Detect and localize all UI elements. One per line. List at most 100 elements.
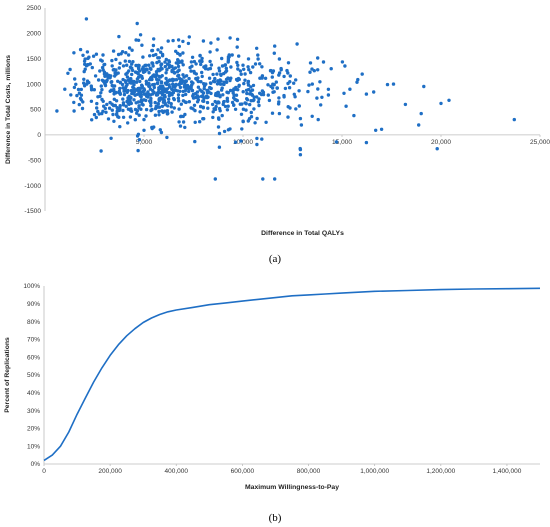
scatter-point (105, 102, 109, 107)
scatter-point (81, 53, 85, 57)
scatter-point (213, 99, 217, 104)
scatter-point (216, 81, 221, 85)
scatter-point (318, 80, 322, 84)
y-tick-label: 40% (27, 390, 40, 397)
scatter-point (121, 115, 126, 120)
scatter-point (165, 68, 169, 72)
x-tick-label: 200,000 (98, 468, 122, 475)
scatter-point (163, 95, 167, 99)
scatter-point (206, 67, 210, 71)
scatter-point (179, 77, 183, 82)
scatter-point (116, 79, 120, 84)
scatter-point (270, 75, 274, 79)
scatter-point (130, 62, 134, 66)
scatter-point (198, 59, 202, 63)
scatter-point (190, 55, 195, 59)
scatter-point (157, 113, 161, 117)
scatter-point (159, 50, 163, 54)
scatter-point (96, 78, 101, 82)
scatter-point (209, 91, 213, 96)
y-tick-label: 60% (27, 354, 40, 361)
scatter-point (189, 69, 193, 73)
scatter-point (110, 64, 114, 68)
scatter-point (202, 82, 206, 86)
scatter-point (226, 91, 230, 95)
scatter-point (326, 87, 331, 92)
scatter-point (114, 57, 118, 62)
scatter-point (198, 120, 202, 124)
scatter-point (242, 81, 246, 86)
scatter-point (273, 177, 277, 181)
scatter-point (213, 107, 218, 112)
scatter-point (245, 91, 249, 96)
scatter-point (125, 75, 130, 79)
scatter-point (207, 76, 212, 80)
scatter-point (273, 44, 277, 48)
scatter-point (144, 63, 148, 67)
scatter-point (66, 71, 70, 76)
scatter-point (224, 77, 229, 82)
scatter-point (194, 72, 198, 76)
scatter-point (184, 92, 188, 97)
scatter-point (216, 37, 220, 41)
scatter-point (279, 66, 283, 71)
scatter-point (129, 96, 133, 100)
scatter-point (138, 74, 143, 78)
scatter-point (263, 76, 268, 81)
scatter-point (179, 102, 183, 106)
scatter-point (266, 93, 270, 97)
scatter-point (181, 39, 185, 44)
scatter-point (329, 67, 333, 71)
scatter-point (149, 67, 153, 71)
scatter-point (270, 111, 275, 115)
scatter-point (151, 43, 156, 48)
scatter-point (422, 84, 426, 89)
scatter-point (292, 81, 296, 85)
scatter-point (282, 93, 286, 98)
scatter-point (155, 60, 159, 65)
scatter-point (142, 98, 146, 102)
scatter-point (196, 98, 201, 102)
scatter-point (196, 85, 201, 89)
scatter-point (99, 149, 103, 153)
x-axis-title: Maximum Willingness-to-Pay (245, 484, 339, 491)
scatter-point (219, 88, 224, 92)
scatter-point (217, 69, 222, 73)
scatter-point (403, 102, 408, 107)
scatter-point (82, 77, 86, 82)
scatter-point (138, 33, 143, 37)
scatter-point (308, 70, 312, 74)
scatter-point (165, 87, 169, 91)
scatter-point (202, 65, 206, 69)
scatter-point (223, 104, 228, 109)
scatter-point (195, 90, 200, 94)
scatter-point (123, 59, 128, 63)
x-tick-label: 600,000 (231, 468, 255, 475)
scatter-point (114, 99, 119, 103)
scatter-point (233, 97, 237, 102)
x-tick-label: 5,000 (136, 139, 153, 146)
scatter-point (251, 65, 255, 69)
y-tick-label: 70% (27, 337, 40, 344)
scatter-point (87, 55, 91, 59)
scatter-point (72, 51, 76, 55)
scatter-point (186, 41, 191, 46)
scatter-point (183, 112, 187, 117)
scatter-point (149, 96, 153, 101)
scatter-point (130, 48, 134, 52)
scatter-point (240, 127, 244, 131)
x-tick-label: 20,000 (431, 139, 451, 146)
scatter-point (85, 62, 90, 67)
scatter-point (189, 60, 194, 64)
scatter-point (439, 101, 443, 106)
scatter-point (205, 95, 209, 100)
scatter-point (344, 104, 348, 108)
scatter-point (244, 108, 248, 112)
scatter-point (243, 78, 247, 82)
scatter-point (219, 72, 223, 77)
scatter-point (234, 93, 239, 97)
x-tick-label: 400,000 (165, 468, 189, 475)
scatter-point (288, 80, 292, 84)
scatter-point (109, 136, 113, 140)
scatter-point (140, 43, 144, 47)
